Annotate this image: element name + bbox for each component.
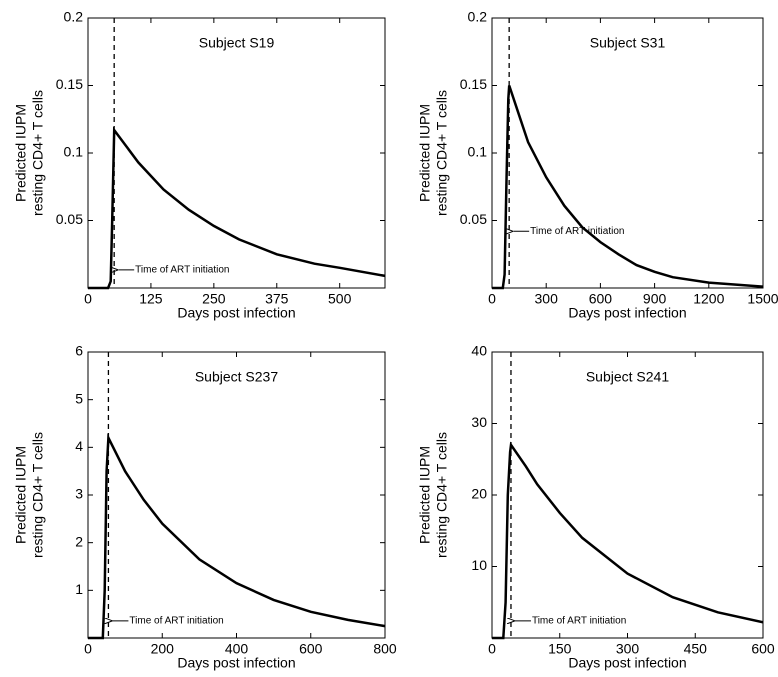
x-tick-label: 1500 xyxy=(747,291,778,307)
x-tick-label: 300 xyxy=(535,291,559,307)
panel-title: Subject S241 xyxy=(586,369,669,385)
x-tick-label: 200 xyxy=(151,641,175,657)
y-tick-label: 20 xyxy=(471,486,487,502)
x-tick-label: 0 xyxy=(84,641,92,657)
y-tick-label: 40 xyxy=(471,343,487,359)
x-tick-label: 150 xyxy=(548,641,572,657)
x-tick-label: 300 xyxy=(616,641,640,657)
y-tick-label: 3 xyxy=(75,486,83,502)
y-tick-label: 10 xyxy=(471,557,487,573)
x-axis-label: Days post infection xyxy=(568,305,686,321)
y-axis-label: Predicted IUPM xyxy=(417,104,433,202)
x-tick-label: 800 xyxy=(373,641,397,657)
y-axis-label: Predicted IUPM xyxy=(417,446,433,544)
y-tick-label: 0.2 xyxy=(64,9,84,25)
data-line xyxy=(492,85,764,290)
x-axis-label: Days post infection xyxy=(568,655,686,671)
y-tick-label: 0.1 xyxy=(468,144,488,160)
y-tick-label: 2 xyxy=(75,533,83,549)
y-tick-label: 5 xyxy=(75,390,83,406)
x-axis-label: Days post infection xyxy=(177,655,295,671)
y-tick-label: 1 xyxy=(75,581,83,597)
annotation: Time of ART initiation xyxy=(530,226,624,237)
y-tick-label: 0.05 xyxy=(460,211,487,227)
x-tick-label: 400 xyxy=(225,641,249,657)
x-tick-label: 250 xyxy=(202,291,226,307)
y-tick-label: 4 xyxy=(75,438,83,454)
x-axis-label: Days post infection xyxy=(177,305,295,321)
panel-title: Subject S19 xyxy=(199,35,275,51)
y-tick-label: 6 xyxy=(75,343,83,359)
y-axis-label: Predicted IUPM xyxy=(13,446,29,544)
y-axis-label: resting CD4+ T cells xyxy=(434,90,450,216)
y-tick-label: 0.15 xyxy=(460,76,487,92)
y-tick-label: 0.2 xyxy=(468,9,488,25)
y-tick-label: 30 xyxy=(471,414,487,430)
annotation: Time of ART initiation xyxy=(129,615,223,626)
axes-box xyxy=(491,351,764,639)
x-tick-label: 375 xyxy=(265,291,289,307)
y-tick-label: 0.05 xyxy=(56,211,83,227)
annotation: Time of ART initiation xyxy=(532,615,626,626)
x-tick-label: 450 xyxy=(684,641,708,657)
x-tick-label: 600 xyxy=(589,291,613,307)
y-axis-label: Predicted IUPM xyxy=(13,104,29,202)
y-axis-label: resting CD4+ T cells xyxy=(30,90,46,216)
y-tick-label: 0.15 xyxy=(56,76,83,92)
x-tick-label: 1200 xyxy=(693,291,724,307)
panel-title: Subject S31 xyxy=(590,35,666,51)
x-tick-label: 500 xyxy=(328,291,352,307)
x-tick-label: 0 xyxy=(488,641,496,657)
x-tick-label: 0 xyxy=(488,291,496,307)
y-axis-label: resting CD4+ T cells xyxy=(434,432,450,558)
panel-title: Subject S237 xyxy=(195,369,278,385)
data-line xyxy=(88,433,386,640)
x-tick-label: 600 xyxy=(299,641,323,657)
y-tick-label: 0.1 xyxy=(64,144,84,160)
x-tick-label: 0 xyxy=(84,291,92,307)
data-line xyxy=(492,441,764,640)
x-tick-label: 600 xyxy=(751,641,775,657)
x-tick-label: 125 xyxy=(139,291,163,307)
y-axis-label: resting CD4+ T cells xyxy=(30,432,46,558)
data-line xyxy=(88,126,386,290)
x-tick-label: 900 xyxy=(643,291,667,307)
annotation: Time of ART initiation xyxy=(135,265,229,276)
axes-box xyxy=(87,351,386,639)
